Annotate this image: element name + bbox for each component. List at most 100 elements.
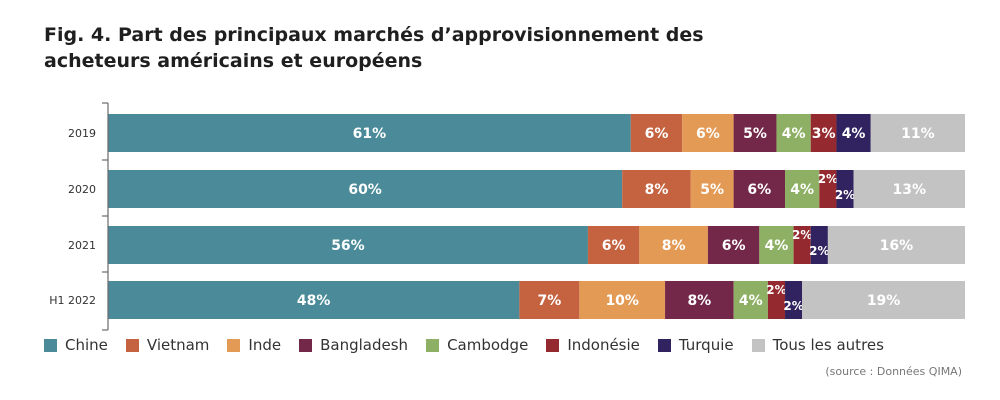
bar-segment [587, 226, 640, 264]
bar-segment [733, 114, 777, 152]
data-label: 11% [901, 126, 935, 142]
legend-swatch [299, 338, 313, 352]
legend-swatch [426, 338, 440, 352]
legend-item: Bangladesh [299, 336, 408, 354]
source-note: (source : Données QIMA) [825, 365, 962, 378]
bar-segment [630, 114, 683, 152]
data-label: 5% [743, 126, 767, 142]
legend-item: Indonésie [546, 336, 640, 354]
legend-item: Inde [227, 336, 281, 354]
legend-label: Tous les autres [772, 336, 884, 354]
bar-segment [665, 281, 734, 319]
legend-item: Cambodge [426, 336, 528, 354]
data-label: 2% [792, 228, 812, 242]
bar-segment [836, 170, 854, 208]
legend-label: Turquie [678, 336, 734, 354]
data-label: 6% [696, 126, 720, 142]
data-label: 13% [893, 182, 927, 198]
bar-segment [519, 281, 580, 319]
category-label: 2021 [68, 239, 96, 252]
legend-swatch [657, 338, 671, 352]
legend-swatch [751, 338, 765, 352]
data-label: 6% [747, 182, 771, 198]
chart-title: Fig. 4. Part des principaux marchés d’ap… [44, 22, 744, 74]
data-label: 4% [782, 126, 806, 142]
data-label: 10% [605, 293, 639, 309]
data-label: 7% [537, 293, 561, 309]
data-label: 2% [835, 188, 855, 202]
data-label: 8% [645, 182, 669, 198]
bar-segment [836, 114, 871, 152]
chart-title-line-2: acheteurs américains et européens [44, 50, 423, 72]
data-label: 48% [297, 293, 331, 309]
data-label: 2% [809, 244, 829, 258]
bar-segment [810, 226, 828, 264]
bar-segment [108, 226, 588, 264]
data-label: 4% [739, 293, 763, 309]
data-label: 6% [645, 126, 669, 142]
legend-swatch [546, 338, 560, 352]
bar-segment [707, 226, 760, 264]
bar-segment [639, 226, 708, 264]
bar-segment [733, 170, 786, 208]
data-label: 2% [766, 283, 786, 297]
legend-label: Inde [248, 336, 282, 354]
data-label: 4% [790, 182, 814, 198]
data-label: 16% [880, 238, 914, 254]
data-label: 3% [812, 126, 836, 142]
bar-segment [733, 281, 768, 319]
bar-segment [682, 114, 734, 152]
bar-segment [870, 114, 965, 152]
category-label: 2020 [68, 183, 96, 196]
legend-label: Vietnam [146, 336, 210, 354]
data-label: 2% [818, 172, 838, 186]
legend-item: Chine [44, 336, 108, 354]
data-label: 60% [348, 182, 382, 198]
legend-label: Bangladesh [320, 336, 409, 354]
bar-segment [108, 114, 631, 152]
bar-segment [802, 281, 965, 319]
legend: Chine Vietnam Inde Bangladesh Cambodge Indoné… [44, 336, 902, 354]
bar-segment [819, 170, 837, 208]
legend-swatch [125, 338, 139, 352]
data-label: 4% [765, 238, 789, 254]
bar-segment [622, 170, 691, 208]
bar-segment [690, 170, 734, 208]
data-label: 56% [331, 238, 365, 254]
bar-segment [810, 114, 837, 152]
data-label: 8% [662, 238, 686, 254]
bars-group: 61% 6% 6% 5% 4% 3% 4% 11%60% 8% 5% 6% 4%2%2% 13%56% 6… [108, 114, 965, 319]
data-label: 6% [722, 238, 746, 254]
bar-segment [776, 114, 811, 152]
bar-segment [853, 170, 965, 208]
category-label: 2019 [68, 127, 96, 140]
data-label: 6% [602, 238, 626, 254]
bar-segment [579, 281, 666, 319]
legend-swatch [227, 338, 241, 352]
bar-segment [785, 281, 803, 319]
legend-item: Tous les autres [751, 336, 884, 354]
bar-segment [827, 226, 965, 264]
bar-segment [108, 281, 520, 319]
data-label: 8% [687, 293, 711, 309]
bar-segment [108, 170, 623, 208]
legend-item: Turquie [657, 336, 734, 354]
y-axis: 2019 2020 2021 H1 2022 [49, 102, 109, 331]
bar-segment [793, 226, 811, 264]
bar-segment [785, 170, 820, 208]
legend-item: Vietnam [125, 336, 210, 354]
data-label: 61% [353, 126, 387, 142]
data-label: 5% [700, 182, 724, 198]
legend-label: Cambodge [447, 336, 529, 354]
category-label: H1 2022 [49, 294, 96, 307]
legend-label: Chine [65, 336, 108, 354]
legend-label: Indonésie [567, 336, 640, 354]
data-label: 2% [783, 299, 803, 313]
bar-segment [759, 226, 794, 264]
legend-swatch [44, 338, 57, 352]
chart-title-line-1: Fig. 4. Part des principaux marchés d’ap… [44, 24, 704, 46]
data-label: 19% [867, 293, 901, 309]
data-label: 4% [842, 126, 866, 142]
bar-segment [767, 281, 786, 319]
